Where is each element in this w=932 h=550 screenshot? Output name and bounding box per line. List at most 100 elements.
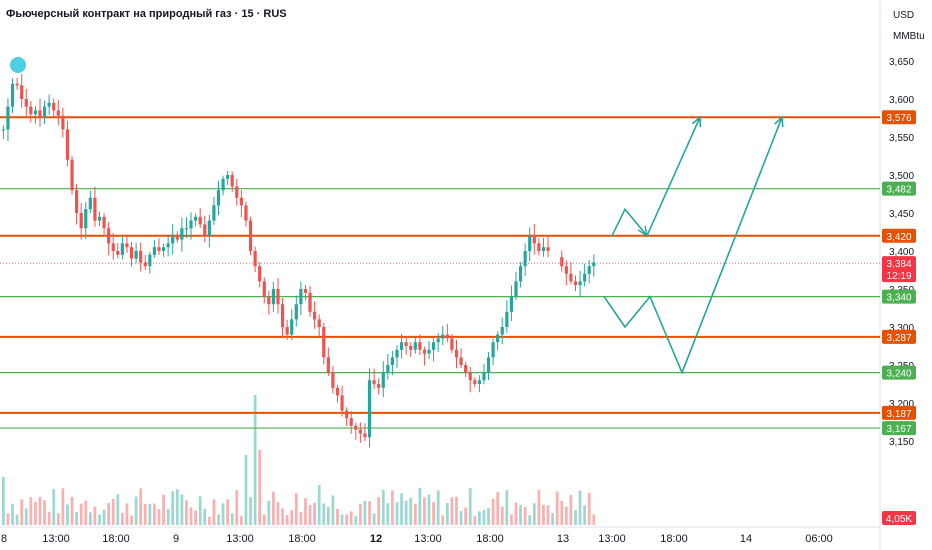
volume-bar [322, 503, 326, 525]
candle-body [450, 338, 454, 350]
candle-body [390, 357, 395, 365]
level-price-label: 3,482 [886, 185, 911, 196]
candle-body [541, 247, 546, 251]
candle-body [564, 266, 568, 274]
level-price-label: 3,287 [886, 333, 911, 344]
candle-body [592, 262, 596, 267]
volume-bar [258, 450, 262, 525]
candle-body [546, 247, 550, 251]
candle-body [161, 247, 166, 251]
volume-bar [478, 511, 481, 525]
candle-body [198, 216, 202, 225]
candles [1, 73, 596, 448]
candle-body [509, 296, 514, 312]
candle-body [468, 372, 472, 381]
volume-bar [107, 502, 111, 525]
volume-bar [290, 510, 294, 525]
volume-bar [359, 503, 362, 525]
candle-body [326, 357, 330, 373]
volume-bar [66, 504, 69, 525]
candle-body [157, 247, 161, 251]
volume-bar [249, 497, 252, 525]
volume-bar [2, 477, 5, 525]
volume-bar [272, 491, 275, 525]
volume-bar [148, 503, 152, 525]
volume-bar [459, 510, 463, 525]
volume-bar [532, 503, 536, 525]
volume-bar [436, 490, 440, 525]
candle-body [171, 235, 175, 244]
volume-bar [116, 494, 120, 525]
forecast-path [603, 116, 783, 375]
volume-bar [432, 501, 435, 525]
volume-bar [519, 504, 522, 525]
candle-body [477, 380, 481, 384]
x-tick-label: 9 [173, 533, 179, 545]
volume-bar [267, 500, 271, 525]
candle-body [10, 83, 15, 107]
candle-body [345, 410, 349, 419]
volume-bar [143, 503, 147, 525]
candle-body [418, 342, 422, 350]
candle-body [358, 429, 362, 434]
volume-bar [592, 514, 596, 525]
candle-body [413, 342, 417, 350]
candle-body [271, 289, 276, 305]
volume-bar [102, 509, 106, 525]
volume-bar [308, 504, 312, 525]
forecast-arrowhead-icon [637, 225, 649, 238]
volume-bar [180, 494, 184, 525]
volume-bar [47, 511, 51, 525]
candle-body [372, 380, 376, 384]
x-tick-label: 14 [740, 533, 752, 545]
currency-label[interactable]: USD [893, 10, 915, 21]
volume-bar [221, 503, 225, 525]
forecast-arrows [603, 115, 784, 375]
x-tick-label: 13:00 [42, 533, 70, 545]
volume-bar [93, 506, 97, 525]
volume-bar [560, 500, 564, 525]
volume-bar [185, 500, 188, 525]
candle-body [20, 85, 24, 99]
volume-bar [70, 496, 74, 525]
volume-bar [574, 510, 577, 525]
candle-body [377, 384, 381, 388]
volume-bar [427, 494, 431, 525]
candle-body [129, 247, 134, 259]
unit-label[interactable]: MMBtu [893, 31, 925, 42]
candle-body [486, 357, 491, 373]
volume-value-badge [882, 511, 916, 525]
candle-body [583, 273, 587, 282]
volume-bar [262, 514, 266, 525]
candle-body [56, 110, 60, 116]
candle-body [152, 247, 157, 255]
volume-bar [88, 512, 92, 525]
volume-bar [52, 488, 56, 525]
volume-bar [24, 508, 28, 525]
candle-body [436, 338, 440, 343]
x-tick-label: 18:00 [476, 533, 504, 545]
candle-body [143, 262, 147, 267]
price-axis: 3,6503,6003,5503,5003,4503,4003,3503,300… [882, 57, 916, 525]
level-lines [0, 116, 880, 429]
volume-value-label: 4,05K [886, 514, 912, 525]
candle-body [404, 342, 408, 346]
candle-body [459, 357, 463, 365]
candle-body [1, 129, 5, 131]
volume-bar [542, 504, 545, 525]
event-marker-icon[interactable] [10, 57, 26, 73]
candle-body [569, 273, 573, 282]
candle-body [125, 243, 129, 248]
volume-bar [400, 493, 403, 525]
volume-bar [496, 492, 500, 525]
candle-body [454, 349, 459, 358]
candle-body [42, 106, 47, 118]
x-tick-label: 13:00 [414, 533, 442, 545]
candle-body [500, 327, 504, 335]
candle-body [175, 235, 179, 240]
volume-bar [363, 500, 367, 525]
candle-body [189, 220, 193, 229]
candle-body [432, 342, 436, 350]
y-tick-label: 3,550 [889, 133, 914, 144]
